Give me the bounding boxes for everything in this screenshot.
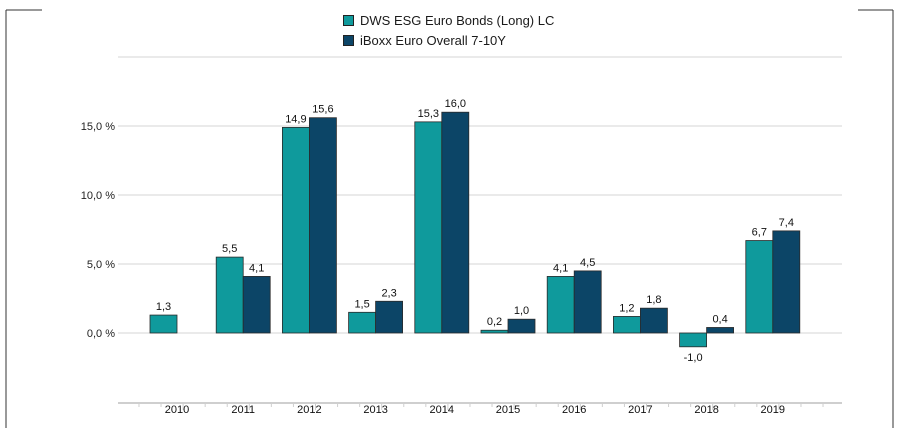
bar-2019-series-2 <box>772 230 801 334</box>
x-tick-label: 2011 <box>231 404 255 416</box>
x-tick-label: 2013 <box>363 404 387 416</box>
data-label: 7,4 <box>779 217 794 229</box>
bar-2013-series-2 <box>375 300 404 334</box>
data-label: 14,9 <box>285 113 306 125</box>
bar-2019-series-1 <box>745 240 774 334</box>
data-label: 0,4 <box>712 313 727 325</box>
data-label: 4,1 <box>553 262 568 274</box>
legend-item-benchmark: iBoxx Euro Overall 7-10Y <box>343 30 554 50</box>
bar-2016-series-2 <box>573 270 602 334</box>
x-tick-label: 2017 <box>628 404 652 416</box>
bar-2011-series-2 <box>242 276 271 334</box>
legend-label-fund: DWS ESG Euro Bonds (Long) LC <box>360 12 555 28</box>
data-label: 1,2 <box>619 302 634 314</box>
x-tick-label: 2018 <box>694 404 718 416</box>
bar-2018-series-2 <box>706 327 734 334</box>
data-label: 0,2 <box>487 316 502 328</box>
bar-2015-series-1 <box>480 329 509 334</box>
data-label: 15,6 <box>312 104 333 116</box>
data-label: 4,1 <box>249 262 264 274</box>
data-label: 1,5 <box>354 298 369 310</box>
bar-2010-series-1 <box>149 314 178 334</box>
bar-2017-series-1 <box>613 316 641 334</box>
bar-2016-series-1 <box>546 276 575 334</box>
legend-swatch-benchmark <box>343 34 354 46</box>
data-label: 1,0 <box>514 305 529 317</box>
x-tick-label: 2019 <box>761 404 785 416</box>
chart-legend: DWS ESG Euro Bonds (Long) LC iBoxx Euro … <box>343 10 554 50</box>
bar-2012-series-1 <box>281 126 310 334</box>
y-tick-label: 0,0 % <box>87 328 115 340</box>
y-tick-label: 15,0 % <box>81 121 115 133</box>
bar-2015-series-2 <box>507 318 536 334</box>
data-label: -1,0 <box>684 352 703 364</box>
x-tick-label: 2014 <box>430 404 454 416</box>
data-label: 5,5 <box>222 243 237 255</box>
x-tick-label: 2012 <box>297 404 321 416</box>
data-label: 6,7 <box>752 227 767 239</box>
data-label: 1,8 <box>646 294 661 306</box>
bar-2018-series-1 <box>679 332 707 348</box>
y-tick-label: 10,0 % <box>81 190 115 202</box>
bar-2011-series-1 <box>215 256 244 334</box>
data-label: 16,0 <box>445 98 466 110</box>
x-tick-label: 2015 <box>496 404 520 416</box>
x-tick-label: 2010 <box>165 404 189 416</box>
legend-item-fund: DWS ESG Euro Bonds (Long) LC <box>343 10 554 30</box>
legend-label-benchmark: iBoxx Euro Overall 7-10Y <box>360 32 506 48</box>
bar-2013-series-1 <box>348 311 377 334</box>
bar-2014-series-1 <box>414 121 443 334</box>
y-tick-label: 5,0 % <box>87 259 115 271</box>
data-label: 4,5 <box>580 257 595 269</box>
data-label: 1,3 <box>156 301 171 313</box>
data-label: 2,3 <box>381 287 396 299</box>
data-label: 15,3 <box>418 108 439 120</box>
x-tick-label: 2016 <box>562 404 586 416</box>
legend-swatch-fund <box>343 14 354 26</box>
bar-2012-series-2 <box>308 117 337 334</box>
bar-2014-series-2 <box>441 111 470 334</box>
bar-2017-series-2 <box>640 307 668 334</box>
